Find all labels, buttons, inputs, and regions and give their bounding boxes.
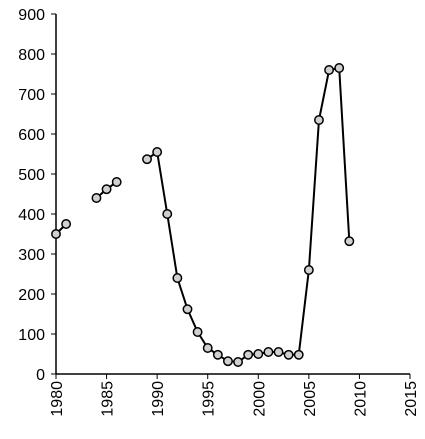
x-tick-label: 1980 <box>49 381 66 417</box>
y-tick-label: 600 <box>18 127 45 144</box>
x-tick-label: 2010 <box>352 381 369 417</box>
data-point <box>324 65 335 75</box>
y-tick-label: 800 <box>18 47 45 64</box>
data-point <box>182 304 193 315</box>
data-point <box>212 349 223 360</box>
x-tick-label: 1995 <box>201 381 218 417</box>
data-point <box>283 349 294 360</box>
data-point <box>61 219 72 229</box>
data-point <box>344 236 355 247</box>
data-point <box>51 229 61 239</box>
data-point <box>243 349 254 360</box>
data-point <box>263 347 274 357</box>
data-point <box>293 349 304 360</box>
y-tick-label: 200 <box>18 287 45 304</box>
y-tick-label: 900 <box>18 7 45 24</box>
data-point <box>334 63 345 73</box>
x-tick-label: 2015 <box>403 381 420 417</box>
data-point <box>273 347 284 357</box>
y-tick-label: 100 <box>18 327 45 344</box>
y-tick-label: 300 <box>18 247 45 264</box>
data-point <box>111 177 122 187</box>
data-point <box>172 273 183 283</box>
y-tick-label: 400 <box>18 207 45 224</box>
data-point <box>142 154 152 165</box>
data-point <box>152 147 163 157</box>
y-tick-label: 0 <box>36 367 45 384</box>
y-tick-label: 700 <box>18 87 45 104</box>
data-point <box>303 265 314 275</box>
data-point <box>253 349 264 359</box>
data-point <box>202 343 213 353</box>
x-tick-label: 2005 <box>302 381 319 417</box>
data-point <box>314 115 324 125</box>
data-point <box>91 193 102 203</box>
x-tick-label: 1985 <box>100 381 117 417</box>
data-point <box>101 184 112 195</box>
data-point <box>162 209 173 219</box>
x-tick-label: 1990 <box>150 381 167 417</box>
y-tick-label: 500 <box>18 167 45 184</box>
x-tick-label: 2000 <box>251 381 268 417</box>
data-point <box>233 357 244 367</box>
data-point <box>192 327 203 337</box>
series-line <box>55 66 351 364</box>
data-point <box>222 356 233 367</box>
